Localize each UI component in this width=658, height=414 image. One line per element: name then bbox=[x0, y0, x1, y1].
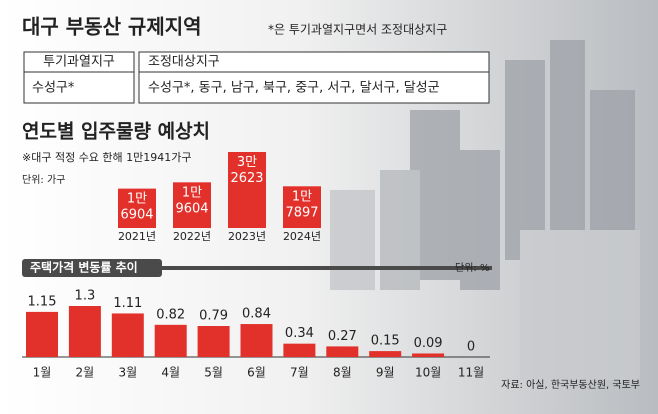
value-label: 1.15 bbox=[28, 294, 57, 309]
chart-title-bg bbox=[22, 259, 162, 277]
source: 자료: 아실, 한국부동산원, 국토부 bbox=[501, 379, 640, 391]
value-label: 1.11 bbox=[113, 296, 142, 311]
x-tick-label: 10월 bbox=[415, 366, 441, 380]
value-label-line: 7897 bbox=[285, 205, 318, 220]
zone-1: 투기과열지구 수성구* bbox=[23, 51, 135, 104]
value-label: 0.27 bbox=[328, 329, 357, 344]
value-label: 0.34 bbox=[285, 326, 314, 341]
zone-label: 투기과열지구 bbox=[43, 55, 115, 70]
x-tick-label: 8월 bbox=[333, 366, 352, 380]
value-label-line: 1만 bbox=[127, 191, 147, 206]
value-label-line: 3만 bbox=[237, 155, 257, 170]
zone-label: 조정대상지구 bbox=[148, 55, 220, 70]
bar bbox=[326, 346, 359, 357]
x-tick-label: 7월 bbox=[290, 366, 309, 380]
x-tick-label: 2024년 bbox=[283, 230, 321, 243]
bar bbox=[154, 324, 187, 357]
zone-2: 조정대상지구 수성구*, 동구, 남구, 북구, 중구, 서구, 달서구, 달성… bbox=[138, 51, 490, 104]
bar bbox=[68, 306, 101, 357]
value-label-line: 2623 bbox=[230, 171, 263, 186]
value-label-line: 1만 bbox=[182, 185, 202, 200]
unit: 단위: 가구 bbox=[22, 173, 65, 186]
bar bbox=[26, 311, 58, 357]
zone-areas: 수성구*, 동구, 남구, 북구, 중구, 서구, 달서구, 달성군 bbox=[148, 81, 440, 96]
bar bbox=[412, 353, 445, 357]
x-tick-label: 2월 bbox=[76, 366, 95, 380]
x-tick-label: 2022년 bbox=[173, 230, 211, 243]
title: 대구 부동산 규제지역 bbox=[22, 15, 202, 39]
value-label: 1만 7897 bbox=[285, 189, 318, 220]
value-label: 1.3 bbox=[75, 289, 96, 304]
value-label-line: 6904 bbox=[120, 207, 153, 222]
zone-box bbox=[138, 71, 490, 104]
bar bbox=[118, 188, 156, 228]
unit: 단위: % bbox=[455, 261, 489, 274]
chart-title: 연도별 입주물량 예상치 bbox=[22, 121, 210, 143]
x-tick-label: 5월 bbox=[204, 366, 223, 380]
bar bbox=[283, 343, 316, 357]
bar bbox=[111, 313, 144, 357]
value-label: 0.84 bbox=[242, 307, 271, 322]
value-label: 0 bbox=[467, 340, 475, 355]
x-tick-label: 3월 bbox=[118, 366, 137, 380]
value-label: 1만 6904 bbox=[120, 191, 153, 222]
zone-areas: 수성구* bbox=[32, 81, 75, 96]
bar bbox=[228, 152, 266, 228]
x-tick-label: 1월 bbox=[33, 366, 52, 380]
value-label: 0.79 bbox=[199, 309, 228, 324]
x-tick-label: 2023년 bbox=[228, 230, 266, 243]
value-label: 0.82 bbox=[156, 307, 185, 322]
value-label: 0.15 bbox=[371, 334, 400, 349]
bar bbox=[197, 326, 230, 357]
zone-box bbox=[23, 71, 135, 104]
value-label: 1만 9604 bbox=[175, 185, 208, 216]
chart-title: 주택가격 변동률 추이 bbox=[30, 260, 138, 275]
value-label-line: 9604 bbox=[175, 201, 208, 216]
bar bbox=[283, 186, 321, 228]
x-tick-label: 4월 bbox=[161, 366, 180, 380]
bar bbox=[369, 351, 402, 357]
x-tick-label: 2021년 bbox=[118, 230, 156, 243]
divider bbox=[162, 266, 492, 270]
bar bbox=[240, 324, 273, 357]
x-tick-label: 6월 bbox=[247, 366, 266, 380]
chart-subtitle: ※대구 적정 수요 한해 1만1941가구 bbox=[22, 150, 192, 164]
note: *은 투기과열지구면서 조정대상지구 bbox=[268, 23, 447, 37]
value-label-line: 1만 bbox=[292, 189, 312, 204]
x-tick-label: 11월 bbox=[458, 366, 484, 380]
value-label: 0.09 bbox=[414, 336, 443, 351]
x-tick-label: 9월 bbox=[376, 366, 395, 380]
value-label: 3만 2623 bbox=[230, 155, 263, 186]
bar bbox=[173, 182, 211, 228]
